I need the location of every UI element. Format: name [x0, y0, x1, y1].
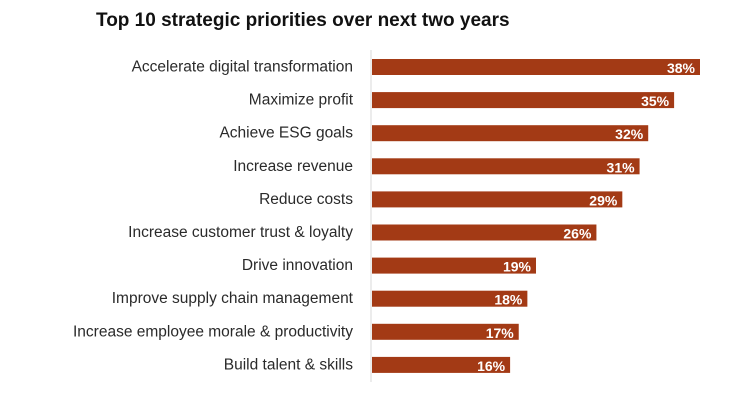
- value-label: 31%: [607, 159, 636, 175]
- value-label: 16%: [477, 358, 506, 374]
- category-label: Achieve ESG goals: [219, 125, 353, 142]
- value-label: 18%: [494, 292, 523, 308]
- category-label: Maximize profit: [249, 92, 354, 109]
- bar: [372, 224, 597, 241]
- value-label: 29%: [589, 192, 618, 208]
- bar: [372, 59, 700, 75]
- category-label: Accelerate digital transformation: [132, 59, 353, 76]
- category-label: Increase customer trust & loyalty: [128, 224, 353, 241]
- value-label: 38%: [667, 60, 696, 76]
- category-label: Build talent & skills: [224, 356, 353, 373]
- value-label: 32%: [615, 126, 644, 142]
- bar: [372, 290, 528, 307]
- bar: [372, 257, 536, 274]
- category-label: Increase revenue: [233, 158, 353, 175]
- category-label: Reduce costs: [259, 191, 353, 208]
- value-label: 35%: [641, 93, 670, 109]
- category-label: Increase employee morale & productivity: [73, 323, 353, 340]
- chart-title: Top 10 strategic priorities over next tw…: [96, 10, 510, 31]
- value-label: 19%: [503, 259, 532, 275]
- category-label: Improve supply chain management: [112, 290, 354, 307]
- category-label: Drive innovation: [242, 257, 353, 274]
- bar: [372, 191, 623, 208]
- bar: [372, 125, 649, 142]
- bar: [372, 323, 519, 340]
- bars-group: Accelerate digital transformation 38% Maxi…: [73, 59, 700, 374]
- bar: [372, 356, 511, 373]
- bar: [372, 158, 640, 175]
- value-label: 26%: [563, 226, 592, 242]
- bar: [372, 92, 675, 109]
- value-label: 17%: [486, 325, 515, 341]
